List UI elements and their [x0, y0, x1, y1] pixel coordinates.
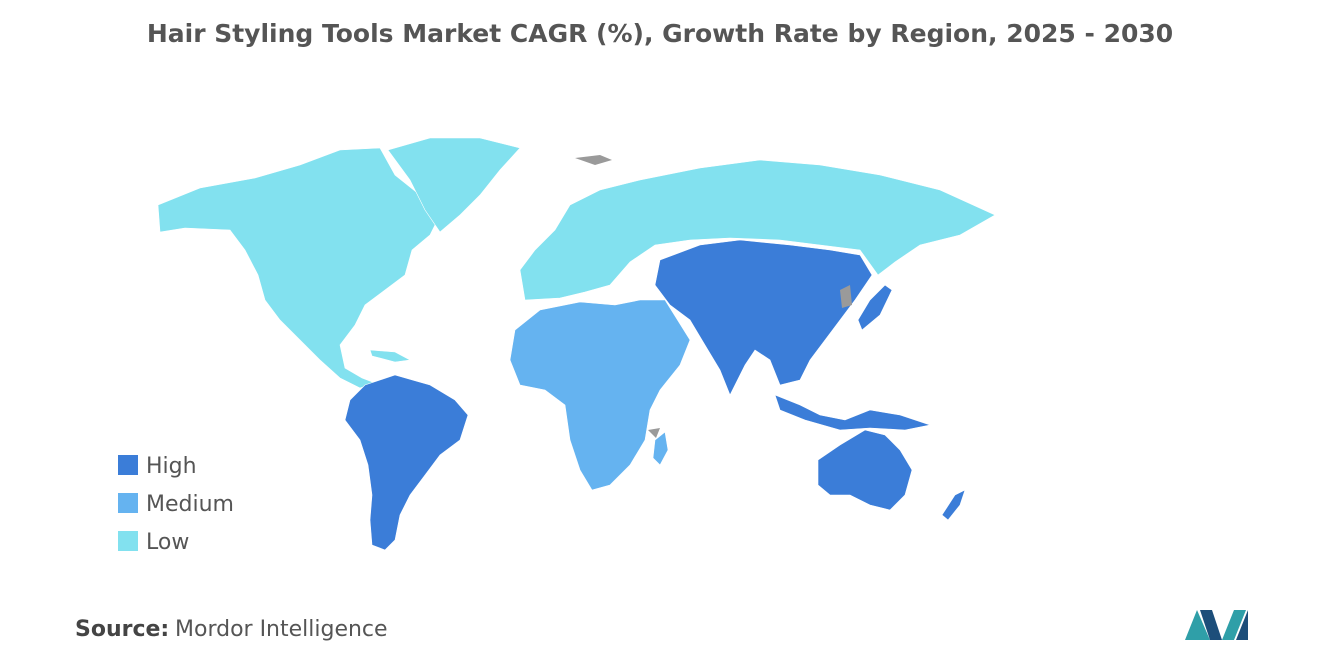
legend-label: Low — [146, 530, 189, 555]
region-new-zealand — [941, 489, 966, 521]
legend-label: Medium — [146, 492, 234, 517]
region-madagascar — [652, 431, 669, 466]
legend-swatch — [118, 531, 138, 551]
legend-swatch — [118, 455, 138, 475]
legend-label: High — [146, 454, 197, 479]
legend-swatch — [118, 493, 138, 513]
region-australia — [817, 429, 913, 511]
region-europe-russia — [519, 159, 996, 301]
region-south-america — [344, 374, 469, 551]
region-greenland — [387, 137, 521, 233]
region-asia — [654, 239, 873, 396]
chart-title: Hair Styling Tools Market CAGR (%), Grow… — [147, 19, 1173, 48]
region-se-asia-islands — [774, 394, 932, 431]
region-africa-middle-east — [509, 299, 691, 491]
source-label: Source: — [75, 617, 169, 642]
legend: High Medium Low — [118, 454, 234, 555]
logo — [1185, 610, 1248, 640]
region-caribbean — [369, 349, 411, 363]
source-text: Mordor Intelligence — [175, 617, 388, 642]
world-map — [157, 137, 996, 551]
region-japan — [857, 284, 893, 331]
region-north-america — [157, 147, 441, 389]
